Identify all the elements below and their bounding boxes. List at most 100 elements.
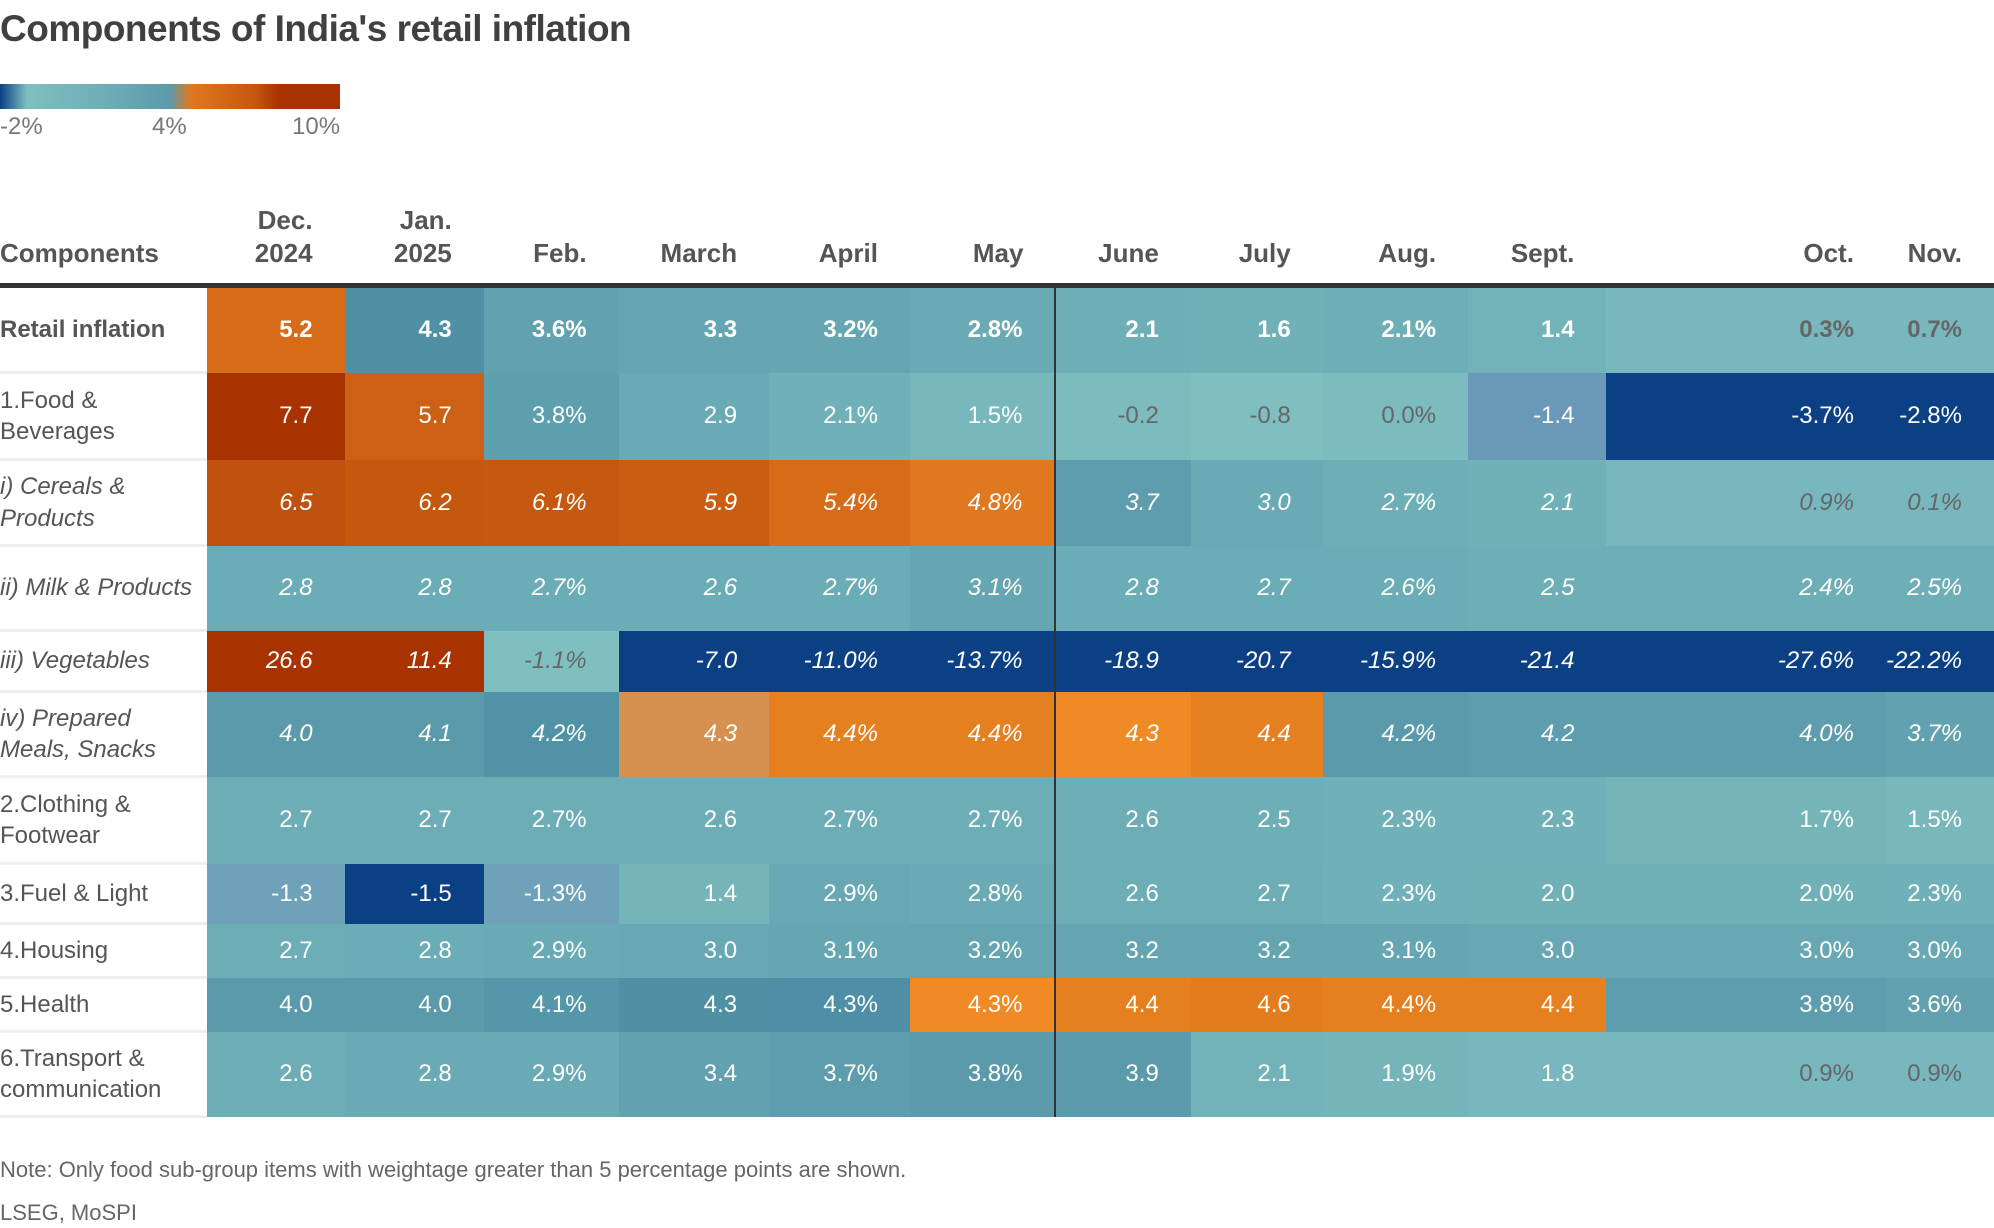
heatmap-cell: -21.4 [1468,630,1607,692]
column-header-line: Aug. [1378,237,1437,268]
heatmap-cell: 2.7% [1322,459,1469,546]
heatmap-cell: 2.4% [1606,545,1886,631]
heatmap-cell: 0.9% [1885,1031,1994,1117]
legend-tick: 10% [292,113,341,140]
heatmap-cell: 0.1% [1885,459,1994,546]
heatmap-cell: 2.8% [909,285,1056,373]
heatmap-cell: 4.2% [483,691,619,777]
heatmap-cell: 2.8 [344,923,484,978]
heatmap-cell: -20.7 [1190,630,1323,692]
heatmap-cell: 1.4 [1468,285,1607,373]
heatmap-cell: 4.1 [344,691,484,777]
column-header-line: Nov. [1907,237,1962,268]
heatmap-cell: 4.2 [1468,691,1607,777]
heatmap-cell: 2.3% [1322,863,1469,924]
heatmap-cell: -7.0 [618,630,770,692]
column-header: Sept. [1468,180,1607,288]
source-credit: LSEG, MoSPI [0,1200,137,1225]
heatmap-cell: 5.2 [207,285,345,373]
heatmap-cell: 4.0% [1606,691,1886,777]
color-scale-legend [0,84,340,109]
legend-tick: 4% [152,113,187,140]
column-header-components: Components [0,180,208,288]
heatmap-cell: 3.1% [1322,923,1469,978]
heatmap-cell: 2.7 [344,776,484,864]
column-header-line: Sept. [1510,237,1575,268]
row-label: ii) Milk & Products [0,545,208,632]
heatmap-cell: 2.9 [618,372,770,460]
row-label: 4.Housing [0,923,208,979]
heatmap-cell: 2.1% [1322,285,1469,373]
heatmap-cell: 2.7% [483,545,619,631]
table-row: iv) Prepared Meals, Snacks 4.0 4.1 4.2% 4.3 4… [0,691,1994,778]
heatmap-cell: 3.2 [1190,923,1323,978]
heatmap-cell: 3.4 [618,1031,770,1117]
row-label: 1.Food & Beverages [0,372,208,461]
column-header-line: April [818,237,878,268]
heatmap-cell: -1.4 [1468,372,1607,460]
heatmap-cell: -27.6% [1606,630,1886,692]
heatmap-cell: 0.9% [1606,459,1886,546]
heatmap-cell: 0.9% [1606,1031,1886,1117]
heatmap-cell: 2.6 [618,776,770,864]
heatmap-cell: -18.9 [1054,630,1191,692]
legend-tick: -2% [0,113,43,140]
heatmap-cell: -1.1% [483,630,619,692]
heatmap-cell: 1.8 [1468,1031,1607,1117]
column-header-line: Dec. [257,205,313,235]
heatmap-cell: 2.7 [1190,863,1323,924]
heatmap-cell: 0.3% [1606,285,1886,373]
heatmap-cell: 3.0 [1468,923,1607,978]
table-row: 2.Clothing & Footwear 2.7 2.7 2.7% 2.6 2.7% 2.… [0,776,1994,865]
heatmap-cell: 2.7 [207,776,345,864]
heatmap-cell: 7.7 [207,372,345,460]
heatmap-cell: 2.6 [618,545,770,631]
heatmap-cell: 3.8% [1606,977,1886,1032]
column-header: Oct. [1606,180,1886,288]
heatmap-cell: 0.0% [1322,372,1469,460]
heatmap-cell: 4.3 [618,977,770,1032]
heatmap-cell: 3.0% [1885,923,1994,978]
table-row: i) Cereals & Products 6.5 6.2 6.1% 5.9 5.4% 4.… [0,459,1994,547]
column-header-line: March [660,237,738,268]
heatmap-cell: 2.7% [909,776,1056,864]
heatmap-cell: 2.3 [1468,776,1607,864]
heatmap-cell: 2.5% [1885,545,1994,631]
heatmap-cell: 2.7% [769,776,910,864]
column-header-line: July [1238,237,1291,268]
heatmap-cell: -1.5 [344,863,484,924]
heatmap-cell: 2.8% [909,863,1056,924]
heatmap-cell: 2.9% [483,923,619,978]
footnote: Note: Only food sub-group items with wei… [0,1157,907,1182]
heatmap-cell: -0.2 [1054,372,1191,460]
column-header: April [769,180,910,288]
heatmap-cell: -0.8 [1190,372,1323,460]
heatmap-cell: 3.3 [618,285,770,373]
column-header: Dec. 2024 [207,180,345,288]
heatmap-cell: 26.6 [207,630,345,692]
row-label: 6.Transport & communication [0,1031,208,1118]
heatmap-cell: -11.0% [769,630,910,692]
row-label: 5.Health [0,977,208,1033]
column-header: Nov. [1885,180,1994,288]
heatmap-cell: 2.0 [1468,863,1607,924]
heatmap-cell: 0.7% [1885,285,1994,373]
heatmap-cell: 2.7% [769,545,910,631]
column-header-line: Oct. [1803,237,1854,268]
heatmap-cell: 3.6% [1885,977,1994,1032]
heatmap-cell: 4.3 [344,285,484,373]
heatmap-cell: 2.0% [1606,863,1886,924]
heatmap-cell: -22.2% [1885,630,1994,692]
heatmap-cell: 2.3% [1885,863,1994,924]
heatmap-cell: 3.7% [769,1031,910,1117]
heatmap-cell: 5.7 [344,372,484,460]
heatmap-cell: 2.1 [1190,1031,1323,1117]
heatmap-cell: 4.1% [483,977,619,1032]
heatmap-cell: -13.7% [909,630,1056,692]
heatmap-cell: 2.8 [1054,545,1191,631]
heatmap-cell: 1.9% [1322,1031,1469,1117]
column-header: Aug. [1322,180,1469,288]
heatmap-cell: 1.5% [1885,776,1994,864]
column-header: March [618,180,770,288]
heatmap-cell: -2.8% [1885,372,1994,460]
